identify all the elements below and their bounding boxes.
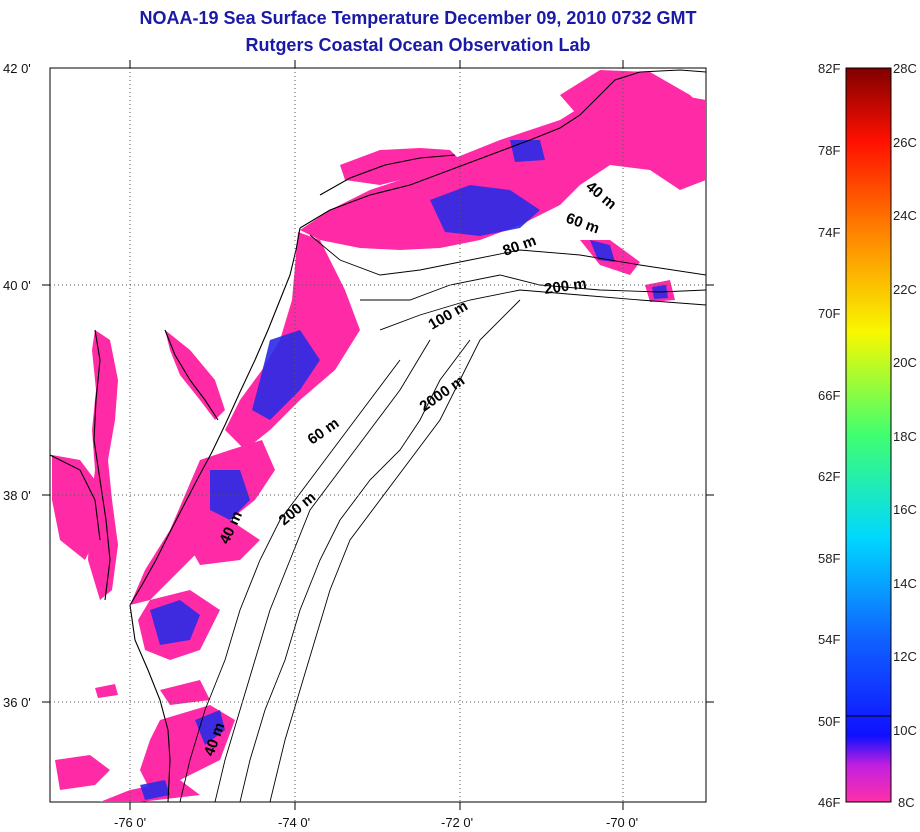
lat-label: 38 0' [3,488,31,503]
colorbar-gradient [845,67,892,803]
lon-label: -74 0' [278,815,310,830]
fahrenheit-label: 82F [818,61,840,76]
graticule [50,68,706,802]
colorbar-celsius: 28C 26C 24C 22C 20C 18C 16C 14C 12C 10C … [893,61,917,810]
map-title: NOAA-19 Sea Surface Temperature December… [139,8,697,28]
fahrenheit-label: 74F [818,225,840,240]
celsius-label: 20C [893,355,917,370]
celsius-label: 8C [898,795,915,810]
celsius-label: 12C [893,649,917,664]
celsius-label: 10C [893,723,917,738]
celsius-label: 22C [893,282,917,297]
celsius-label: 18C [893,429,917,444]
latitude-labels: 42 0' 40 0' 38 0' 36 0' [3,61,31,710]
fahrenheit-label: 54F [818,632,840,647]
lat-label: 40 0' [3,278,31,293]
fahrenheit-label: 50F [818,714,840,729]
colorbar: 82F 78F 74F 70F 66F 62F 58F 54F 50F 46F … [818,61,917,810]
frame-ticks [42,60,714,810]
lon-label: -72 0' [441,815,473,830]
fahrenheit-label: 46F [818,795,840,810]
lat-label: 36 0' [3,695,31,710]
depth-label: 200 m [543,275,587,298]
lon-label: -76 0' [114,815,146,830]
colorbar-fahrenheit: 82F 78F 74F 70F 66F 62F 58F 54F 50F 46F [818,61,840,810]
coastline [50,69,706,802]
fahrenheit-label: 78F [818,143,840,158]
fahrenheit-label: 62F [818,469,840,484]
fahrenheit-label: 70F [818,306,840,321]
celsius-label: 26C [893,135,917,150]
lon-label: -70 0' [606,815,638,830]
longitude-labels: -76 0' -74 0' -72 0' -70 0' [114,815,638,830]
celsius-label: 16C [893,502,917,517]
fahrenheit-label: 58F [818,551,840,566]
fahrenheit-label: 66F [818,388,840,403]
celsius-label: 24C [893,208,917,223]
map-subtitle: Rutgers Coastal Ocean Observation Lab [245,35,591,55]
celsius-label: 14C [893,576,917,591]
sst-warm-patches [140,140,668,800]
bathymetry-contours [179,234,706,802]
lat-label: 42 0' [3,61,31,76]
celsius-label: 28C [893,61,917,76]
